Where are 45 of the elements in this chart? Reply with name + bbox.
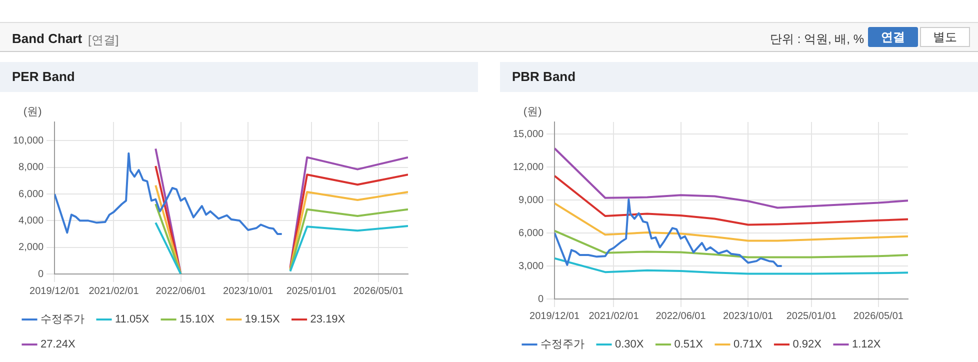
y-tick-label: 10,000 — [12, 135, 44, 146]
x-tick-label: 2026/05/01 — [353, 286, 404, 297]
y-tick-label: 2,000 — [18, 242, 44, 254]
y-tick-label: 0 — [38, 268, 44, 280]
x-tick-label: 2019/12/01 — [30, 286, 80, 297]
y-tick-label: 0 — [538, 294, 544, 305]
text: 단위 : 억원, 배, % — [770, 31, 864, 48]
text: Band Chart — [12, 31, 82, 46]
legend-label: 27.24X — [40, 338, 76, 351]
y-axis-title: (원) — [523, 106, 542, 118]
x-tick-label: 2021/02/01 — [588, 310, 640, 322]
legend-label: 수정주가 — [540, 338, 584, 351]
legend-label: 23.19X — [310, 314, 346, 326]
y-tick-label: 8,000 — [18, 162, 44, 174]
y-tick-label: 3,000 — [518, 260, 544, 272]
legend-label: 19.15X — [244, 314, 280, 326]
legend-label: 수정주가 — [40, 314, 84, 326]
x-tick-label: 2025/01/01 — [786, 310, 837, 322]
chart-title: PBR Band — [500, 62, 978, 92]
text: 연결 — [868, 27, 918, 47]
x-tick-label: 2023/10/01 — [223, 286, 274, 297]
x-tick-label: 2019/12/01 — [530, 310, 580, 322]
y-tick-label: 12,000 — [512, 162, 544, 173]
legend-label: 0.51X — [674, 338, 704, 351]
text: [연결] — [88, 32, 119, 49]
y-tick-label: 4,000 — [18, 215, 44, 226]
x-tick-label: 2022/06/01 — [656, 310, 706, 322]
legend-label: 11.05X — [115, 314, 150, 326]
legend-label: 15.10X — [180, 314, 216, 326]
y-tick-label: 6,000 — [18, 188, 44, 200]
x-tick-label: 2026/05/01 — [853, 310, 904, 322]
y-tick-label: 15,000 — [512, 128, 544, 140]
text: 별도 — [920, 27, 970, 47]
legend-label: 1.12X — [852, 338, 882, 351]
x-tick-label: 2025/01/01 — [286, 286, 337, 297]
legend-label: 0.71X — [733, 338, 763, 351]
x-tick-label: 2022/06/01 — [156, 286, 206, 297]
legend-label: 0.92X — [792, 338, 822, 351]
x-tick-label: 2021/02/01 — [88, 286, 140, 297]
legend-label: 0.30X — [615, 338, 644, 351]
y-axis-title: (원) — [23, 106, 42, 118]
y-tick-label: 9,000 — [518, 194, 544, 206]
y-tick-label: 6,000 — [518, 228, 544, 239]
chart-title: PER Band — [0, 62, 478, 92]
x-tick-label: 2023/10/01 — [723, 310, 774, 322]
